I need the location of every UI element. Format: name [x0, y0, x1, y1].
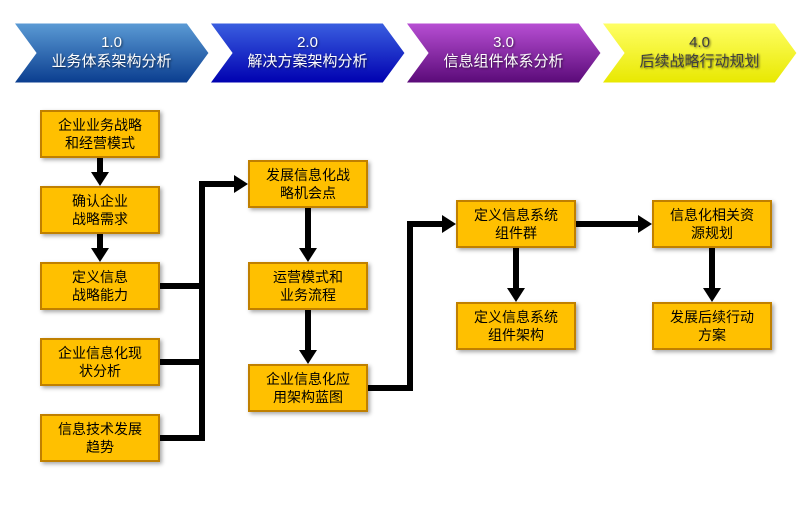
arrow-head-icon: [299, 350, 317, 364]
flow-box-b31: 定义信息系统 组件群: [456, 200, 576, 248]
connector-line: [609, 221, 640, 227]
flow-box-b32: 定义信息系统 组件架构: [456, 302, 576, 350]
phase-label: 3.0 信息组件体系分析: [443, 34, 563, 72]
arrow-head-icon: [234, 175, 248, 193]
arrow-head-icon: [91, 172, 109, 186]
phase-label: 1.0 业务体系架构分析: [51, 34, 171, 72]
phase-chevron-ch1: 1.0 业务体系架构分析: [14, 23, 209, 83]
phase-chevron-ch4: 4.0 后续战略行动规划: [602, 23, 797, 83]
connector-line: [513, 248, 519, 290]
connector-line: [407, 221, 444, 227]
flow-box-b21: 发展信息化战 略机会点: [248, 160, 368, 208]
phase-label: 4.0 后续战略行动规划: [639, 34, 759, 72]
arrow-head-icon: [703, 288, 721, 302]
connector-line: [199, 181, 236, 187]
flow-box-b42: 发展后续行动 方案: [652, 302, 772, 350]
flow-box-b15: 信息技术发展 趋势: [40, 414, 160, 462]
flow-box-b14: 企业信息化现 状分析: [40, 338, 160, 386]
connector-line: [305, 208, 311, 250]
arrow-head-icon: [638, 215, 652, 233]
flow-box-b41: 信息化相关资 源规划: [652, 200, 772, 248]
diagram-stage: 1.0 业务体系架构分析 2.0 解决方案架构分析 3.0 信息组件体系分析: [0, 0, 808, 515]
phase-chevron-ch3: 3.0 信息组件体系分析: [406, 23, 601, 83]
phase-label: 2.0 解决方案架构分析: [247, 34, 367, 72]
flow-box-b22: 运营模式和 业务流程: [248, 262, 368, 310]
arrow-head-icon: [507, 288, 525, 302]
connector-line: [407, 221, 413, 391]
arrow-head-icon: [442, 215, 456, 233]
phase-chevron-ch2: 2.0 解决方案架构分析: [210, 23, 405, 83]
flow-box-b13: 定义信息 战略能力: [40, 262, 160, 310]
flow-box-b12: 确认企业 战略需求: [40, 186, 160, 234]
connector-line: [199, 181, 205, 441]
arrow-head-icon: [91, 248, 109, 262]
arrow-head-icon: [299, 248, 317, 262]
flow-box-b11: 企业业务战略 和经营模式: [40, 110, 160, 158]
flow-box-b23: 企业信息化应 用架构蓝图: [248, 364, 368, 412]
connector-line: [305, 310, 311, 352]
connector-line: [709, 248, 715, 290]
